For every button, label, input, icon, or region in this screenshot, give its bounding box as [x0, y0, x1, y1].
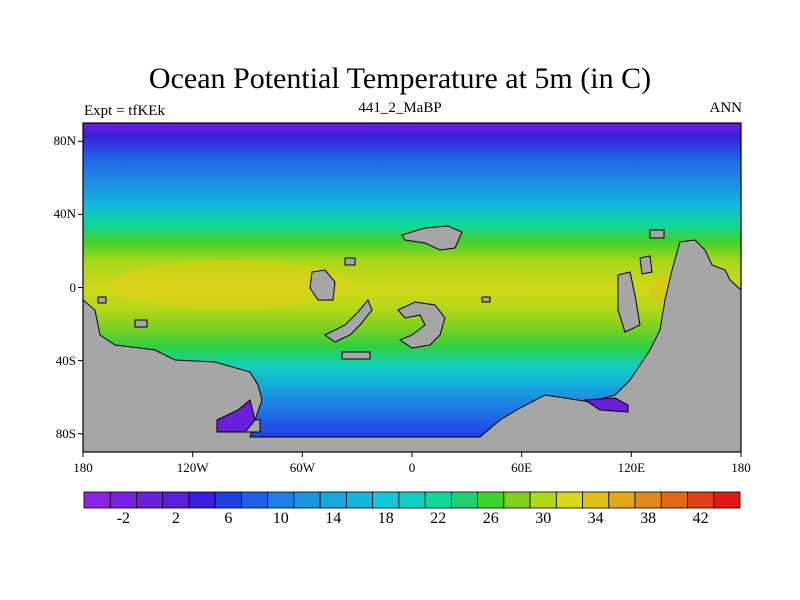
lon-tick-label-4: 60E [511, 460, 533, 475]
colorbar-label-4: 14 [325, 510, 342, 527]
colorbar-label-1: 2 [171, 510, 180, 527]
colorbar-label-8: 30 [535, 510, 552, 527]
land-island-east [617, 271, 641, 333]
lat-tick-label-3: 40S [55, 352, 76, 368]
colorbar-label-0: -2 [116, 510, 131, 527]
colorbar-label-3: 10 [272, 510, 289, 527]
land-islet-1 [344, 257, 356, 266]
land-island-south-center [397, 301, 446, 349]
lon-tick-label-2: 60W [289, 460, 315, 475]
case-label: 441_2_MaBP [358, 100, 442, 116]
colorbar-label-2: 6 [224, 510, 233, 527]
lat-tick-label-2: 0 [69, 279, 77, 295]
lon-tick-label-1: 120W [176, 460, 209, 475]
cold-sea-south [216, 399, 256, 433]
lat-tick-label-4: 80S [55, 425, 76, 441]
land-islet-2 [134, 319, 148, 328]
lon-tick-label-0: 180 [73, 460, 93, 475]
land-islet-6 [481, 296, 491, 303]
colorbar-label-7: 26 [482, 510, 499, 527]
lon-tick-label-6: 180 [731, 460, 751, 475]
land-south-america [82, 239, 742, 453]
map-title: Ocean Potential Temperature at 5m (in C) [148, 62, 652, 95]
cold-sea-southeast [583, 397, 629, 413]
warm-pool-pacific [110, 260, 350, 310]
colorbar-label-5: 18 [377, 510, 394, 527]
lat-tick-label-0: 80N [53, 133, 76, 149]
colorbar-label-9: 34 [587, 510, 604, 527]
land-islet-4 [649, 229, 665, 239]
land-island-east-small [639, 255, 653, 275]
season-label: ANN [709, 100, 743, 116]
colorbar-label-11: 42 [692, 510, 709, 527]
land-island-atlantic-north [401, 225, 463, 251]
land-islet-3 [341, 351, 371, 360]
land-island-equatorial [309, 269, 336, 301]
experiment-label: Expt = tfKEk [84, 103, 165, 119]
lat-tick-label-1: 40N [53, 206, 76, 222]
land-island-south-west [324, 299, 373, 343]
colorbar-label-6: 22 [430, 510, 447, 527]
colorbar-label-10: 38 [640, 510, 657, 527]
lon-tick-label-3: 0 [408, 460, 416, 475]
land-islet-5 [97, 296, 107, 304]
lon-tick-label-5: 120E [617, 460, 646, 475]
